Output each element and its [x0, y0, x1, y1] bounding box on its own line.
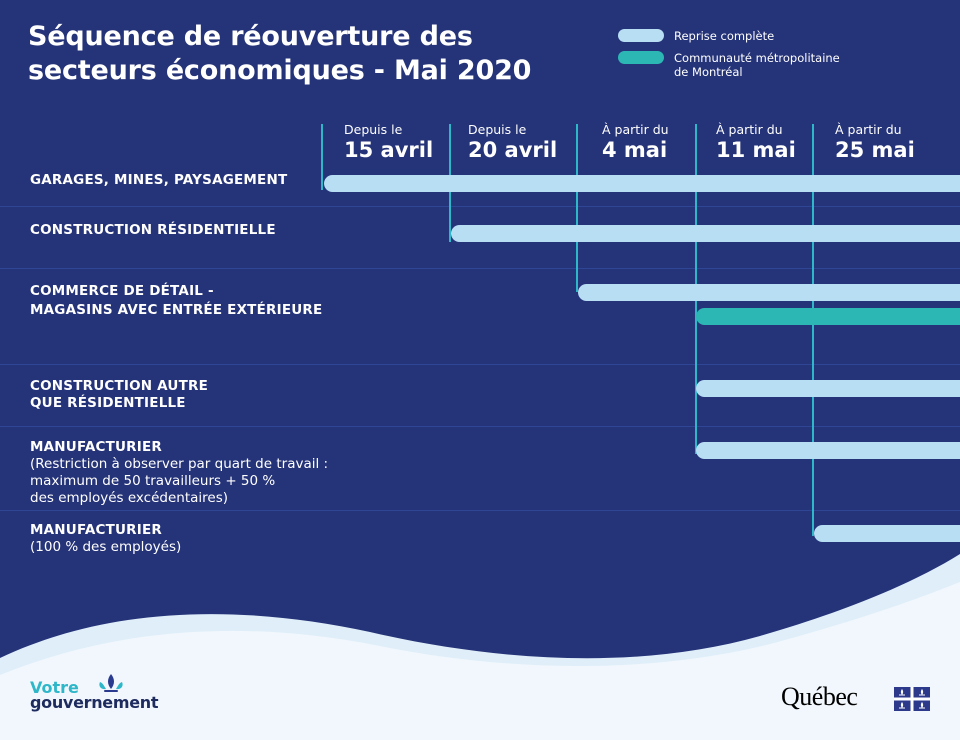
column-line-4-mai [576, 124, 578, 292]
page-title: Séquence de réouverture des secteurs éco… [28, 20, 608, 88]
row-note: des employés excédentaires) [30, 490, 229, 506]
timeline-bar-garages [324, 175, 960, 192]
row-title: CONSTRUCTION RÉSIDENTIELLE [30, 222, 276, 238]
row-label-manufacturier-restriction: MANUFACTURIER (Restriction à observer pa… [30, 439, 328, 507]
row-label-manufacturier-100: MANUFACTURIER (100 % des employés) [30, 522, 181, 556]
column-header-date: 15 avril [344, 138, 434, 162]
column-header-small: À partir du [602, 122, 669, 137]
row-note: (100 % des employés) [30, 539, 182, 555]
logo-gouvernement: gouvernement [30, 693, 159, 712]
timeline-bar-construction-autre [696, 380, 960, 397]
fleur-de-lis-icon [99, 674, 123, 692]
column-line-15-avril [321, 124, 323, 190]
row-label-construction-residentielle: CONSTRUCTION RÉSIDENTIELLE [30, 222, 276, 239]
column-header-date: 20 avril [468, 138, 558, 162]
legend-label-reprise: Reprise complète [674, 29, 775, 43]
timeline-bar-commerce-montreal [696, 308, 960, 325]
row-note: maximum de 50 travailleurs + 50 % [30, 473, 276, 489]
legend-swatch-montreal [618, 51, 664, 64]
row-label-commerce: COMMERCE DE DÉTAIL - MAGASINS AVEC ENTRÉ… [30, 283, 322, 319]
row-separator [0, 510, 960, 511]
row-separator [0, 206, 960, 207]
logo-quebec: Québec [781, 682, 858, 711]
bottom-wave [0, 554, 960, 740]
row-separator [0, 268, 960, 269]
quebec-flag-icon [894, 687, 930, 711]
row-label-garages: GARAGES, MINES, PAYSAGEMENT [30, 172, 287, 189]
title-line-1: Séquence de réouverture des [28, 21, 473, 52]
logo-votre: Votre [30, 678, 79, 697]
legend-label-montreal: Communauté métropolitaine de Montréal [674, 51, 840, 79]
row-title: COMMERCE DE DÉTAIL - [30, 283, 214, 299]
row-separator [0, 426, 960, 427]
row-separator [0, 364, 960, 365]
timeline-bar-manufacturier-100 [814, 525, 960, 542]
row-note: (Restriction à observer par quart de tra… [30, 456, 329, 472]
legend-label-montreal-line2: de Montréal [674, 65, 743, 79]
column-header-small: À partir du [835, 122, 902, 137]
row-title-line2: MAGASINS AVEC ENTRÉE EXTÉRIEURE [30, 302, 323, 318]
column-header-small: Depuis le [344, 122, 403, 137]
row-title: MANUFACTURIER [30, 522, 162, 538]
row-label-construction-autre: CONSTRUCTION AUTRE QUE RÉSIDENTIELLE [30, 378, 208, 412]
column-header-date: 25 mai [835, 138, 915, 162]
timeline-bar-manufacturier-restriction [696, 442, 960, 459]
row-title: MANUFACTURIER [30, 439, 162, 455]
title-line-2: secteurs économiques - Mai 2020 [28, 55, 532, 86]
column-header-small: À partir du [716, 122, 783, 137]
row-title-line2: QUE RÉSIDENTIELLE [30, 395, 186, 411]
column-header-date: 11 mai [716, 138, 796, 162]
legend-swatch-reprise [618, 29, 664, 42]
timeline-bar-construction-residentielle [451, 225, 960, 242]
timeline-bar-commerce [578, 284, 960, 301]
column-header-small: Depuis le [468, 122, 527, 137]
row-title: GARAGES, MINES, PAYSAGEMENT [30, 172, 288, 188]
column-line-25-mai [812, 124, 814, 536]
legend-label-montreal-line1: Communauté métropolitaine [674, 51, 840, 65]
row-title: CONSTRUCTION AUTRE [30, 378, 209, 394]
column-header-date: 4 mai [602, 138, 668, 162]
